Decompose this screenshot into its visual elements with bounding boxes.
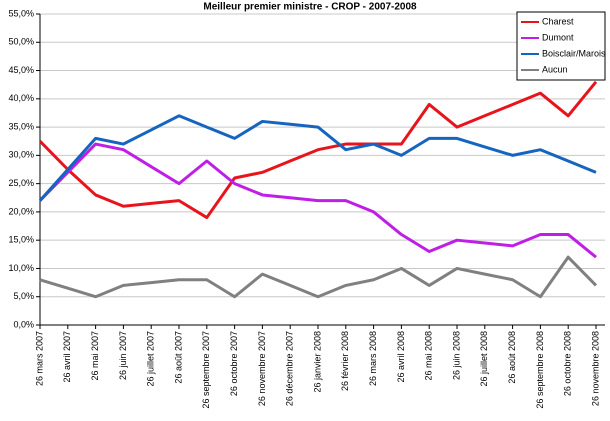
y-tick-label: 35,0% [8,121,34,131]
x-tick-label: 26 juillet 2008 [479,331,489,387]
y-tick-label: 20,0% [8,206,34,216]
x-tick-label: 26 septembre 2008 [535,331,545,409]
x-tick-label: 26 avril 2007 [62,331,72,383]
x-tick-label: 26 mars 2007 [34,331,44,386]
x-tick-label: 26 avril 2008 [396,331,406,383]
y-tick-label: 45,0% [8,65,34,75]
x-tick-label: 26 décembre 2007 [285,331,295,406]
y-tick-label: 0,0% [13,319,34,329]
x-tick-label: 26 janvier 2008 [312,331,322,393]
y-tick-label: 10,0% [8,263,34,273]
x-tick-label: 26 octobre 2007 [229,331,239,396]
legend-box [516,11,606,81]
x-tick-label: 26 juin 2007 [118,331,128,380]
x-tick-label: 26 novembre 2008 [590,331,600,406]
legend-label: Dumont [542,32,574,42]
x-tick-label: 26 juillet 2007 [146,331,156,387]
y-tick-label: 5,0% [13,291,34,301]
y-tick-label: 15,0% [8,235,34,245]
x-tick-label: 26 août 2008 [507,331,517,384]
series-line [38,114,597,202]
y-tick-label: 55,0% [8,8,34,18]
x-tick-label: 26 mars 2008 [368,331,378,386]
x-tick-label: 26 juin 2008 [451,331,461,380]
x-tick-label: 26 septembre 2007 [201,331,211,409]
chart-title: Meilleur premier ministre - CROP - 2007-… [203,2,417,13]
series-line [38,80,598,220]
legend-label: Boisclair/Marois [542,48,606,58]
x-tick-label: 26 novembre 2007 [257,331,267,406]
x-tick-label: 26 mai 2007 [90,331,100,381]
y-tick-label: 30,0% [8,150,34,160]
x-tick-label: 26 août 2007 [173,331,183,384]
series-line [38,142,597,259]
legend-label: Charest [542,16,574,26]
legend-label: Aucun [542,64,568,74]
y-tick-label: 25,0% [8,178,34,188]
x-tick-label: 26 février 2008 [340,331,350,391]
series-line [39,255,598,299]
y-tick-label: 40,0% [8,93,34,103]
x-tick-label: 26 octobre 2008 [563,331,573,396]
x-tick-label: 26 mai 2008 [424,331,434,381]
y-tick-label: 50,0% [8,37,34,47]
